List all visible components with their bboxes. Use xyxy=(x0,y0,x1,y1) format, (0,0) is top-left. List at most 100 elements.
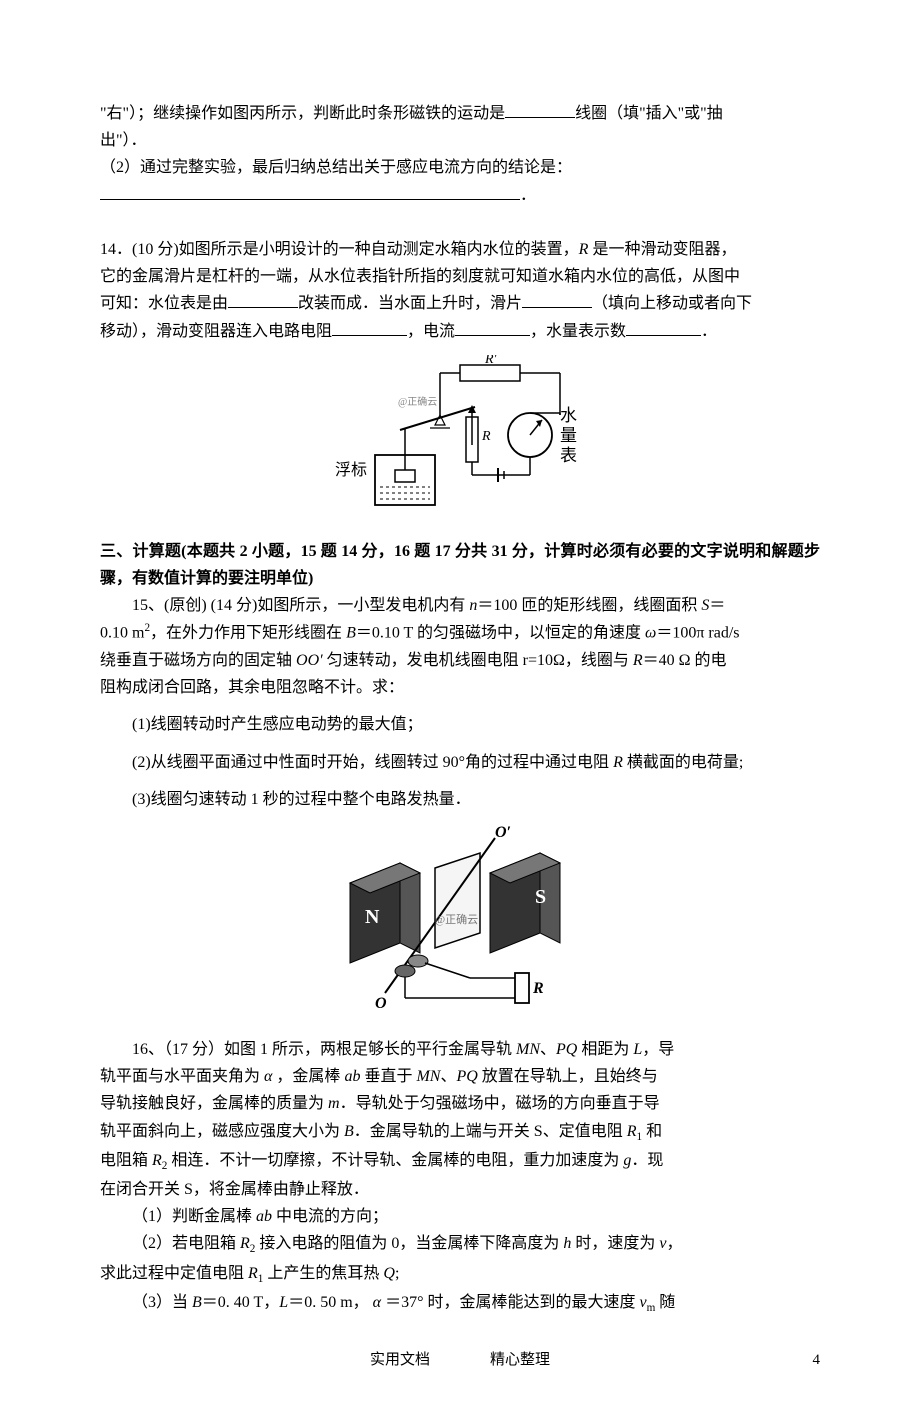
q16-mn: MN xyxy=(516,1041,540,1058)
q16-vmsub: m xyxy=(647,1302,656,1314)
q15-l2a: 0.10 m xyxy=(100,625,144,642)
q14-line2: 它的金属滑片是杠杆的一端，从水位表指针所指的刻度就可知道水箱内水位的高低，从图中 xyxy=(100,263,820,290)
q16-l: L xyxy=(633,1041,642,1058)
q16-sub2l2-r1: R xyxy=(248,1265,258,1282)
r-label: R xyxy=(481,429,491,444)
q15-watermark: @正确云 xyxy=(435,913,478,926)
q16-sub2l2c: ; xyxy=(395,1265,399,1282)
q16-pq: PQ xyxy=(556,1041,577,1058)
q14-circuit-svg: R′ @正确云 浮标 xyxy=(330,355,590,515)
q16-sub2b: 接入电路的阻值为 0，当金属棒下降高度为 xyxy=(255,1235,563,1252)
q15-l3a: 绕垂直于磁场方向的固定轴 xyxy=(100,652,296,669)
q16-r2: R xyxy=(152,1152,162,1169)
q16-sub1b: 中电流的方向； xyxy=(272,1208,388,1225)
q16-sub2a: （2）若电阻箱 xyxy=(132,1235,240,1252)
q15-oo: OO′ xyxy=(296,652,323,669)
q14-line3b: 改装而成．当水面上升时，滑片 xyxy=(298,295,522,312)
q15-l3b: 匀速转动，发电机线圈电阻 r=10Ω，线圈与 xyxy=(323,652,633,669)
q15-omega: ω xyxy=(645,625,656,642)
q16-l2e: 放置在导轨上，且始终与 xyxy=(478,1068,658,1085)
q16-b: B xyxy=(344,1123,354,1140)
q15-sub2-r: R xyxy=(613,754,623,771)
q14-line3a: 可知：水位表是由 xyxy=(100,295,228,312)
q16-sub3c: ＝0. 50 m， xyxy=(288,1294,372,1311)
q16-l4a: 轨平面斜向上，磁感应强度大小为 xyxy=(100,1123,344,1140)
section3-heading: 三、计算题(本题共 2 小题，15 题 14 分，16 题 17 分共 31 分… xyxy=(100,538,820,592)
q15-line4: 阻构成闭合回路，其余电阻忽略不计。求： xyxy=(100,674,820,701)
q15-r: R xyxy=(633,652,643,669)
q13-text-b: 线圈（填"插入"或"抽 xyxy=(575,105,723,122)
q14-line1: 14．(10 分)如图所示是小明设计的一种自动测定水箱内水位的装置，R 是一种滑… xyxy=(100,236,820,263)
q14-line4: 移动），滑动变阻器连入电路电阻，电流，水量表示数． xyxy=(100,318,820,345)
rp-label: R′ xyxy=(484,355,498,367)
q16-line3: 导轨接触良好，金属棒的质量为 m．导轨处于匀强磁场中，磁场的方向垂直于导 xyxy=(100,1090,820,1117)
q16-q: Q xyxy=(383,1265,395,1282)
q16-l1a: 16、（17 分）如图 1 所示，两根足够长的平行金属导轨 xyxy=(132,1041,516,1058)
q16-sub2c: 时，速度为 xyxy=(571,1235,659,1252)
q14-line1b: 是一种滑动变阻器， xyxy=(588,241,736,258)
q16-sub3-b: B xyxy=(192,1294,202,1311)
q14-line3c: （填向上移动或者向下 xyxy=(592,295,752,312)
q15-sub2b: 横截面的电荷量; xyxy=(623,754,743,771)
q16-l3b: ．导轨处于匀强磁场中，磁场的方向垂直于导 xyxy=(340,1095,660,1112)
q16-sub3a: （3）当 xyxy=(132,1294,192,1311)
q16-l3a: 导轨接触良好，金属棒的质量为 xyxy=(100,1095,328,1112)
blank xyxy=(522,291,592,308)
q15-l1b: ＝100 匝的矩形线圈，线圈面积 xyxy=(477,597,701,614)
q14-line4b: ，电流 xyxy=(407,323,455,340)
q13-line2: 出"）． xyxy=(100,127,820,154)
q16-sub1a: （1）判断金属棒 xyxy=(132,1208,256,1225)
q16-line6: 在闭合开关 S，将金属棒由静止释放． xyxy=(100,1176,820,1203)
q16-l5a: 电阻箱 xyxy=(100,1152,152,1169)
q13-text-c: 出"）． xyxy=(100,132,147,149)
q15-l2c: ＝0.10 T 的匀强磁场中，以恒定的角速度 xyxy=(356,625,645,642)
q15-line2: 0.10 m2，在外力作用下矩形线圈在 B＝0.10 T 的匀强磁场中，以恒定的… xyxy=(100,619,820,647)
q15-b: B xyxy=(346,625,356,642)
q16-l5c: ．现 xyxy=(631,1152,663,1169)
q15-l2d: ＝100π rad/s xyxy=(656,625,739,642)
q16-sub3: （3）当 B＝0. 40 T，L＝0. 50 m， α ＝37° 时，金属棒能达… xyxy=(100,1289,820,1318)
q15-l2b: ，在外力作用下矩形线圈在 xyxy=(150,625,346,642)
watermark: @正确云 xyxy=(398,395,437,408)
q16-pq2: PQ xyxy=(456,1068,477,1085)
q14-r: R xyxy=(579,241,589,258)
q16-l4b: ．金属导轨的上端与开关 S、定值电阻 xyxy=(354,1123,627,1140)
op-label: O′ xyxy=(495,824,511,841)
q16-sub2l2a: 求此过程中定值电阻 xyxy=(100,1265,248,1282)
q16-sub1: （1）判断金属棒 ab 中电流的方向； xyxy=(100,1203,820,1230)
q15-sub2: (2)从线圈平面通过中性面时开始，线圈转过 90°角的过程中通过电阻 R 横截面… xyxy=(100,749,820,776)
q16-sub3-alpha: α xyxy=(373,1294,381,1311)
q16-l2b: ，金属棒 xyxy=(272,1068,344,1085)
q16-ab: ab xyxy=(344,1068,360,1085)
q16-l1c: 相距为 xyxy=(577,1041,633,1058)
q13-line1: "右"）；继续操作如图丙所示，判断此时条形磁铁的运动是线圈（填"插入"或"抽 xyxy=(100,100,820,127)
q13-sub2: （2）通过完整实验，最后归纳总结出关于感应电流方向的结论是： xyxy=(100,154,820,181)
q14-line4c: ，水量表示数 xyxy=(530,323,626,340)
q16-sub2d: ， xyxy=(667,1235,683,1252)
q13-period: ． xyxy=(520,187,536,204)
q16-line4: 轨平面斜向上，磁感应强度大小为 B．金属导轨的上端与开关 S、定值电阻 R1 和 xyxy=(100,1118,820,1147)
meter-l3: 表 xyxy=(560,446,577,465)
q16-vm: v xyxy=(639,1294,646,1311)
blank xyxy=(228,291,298,308)
q15-sub2a: (2)从线圈平面通过中性面时开始，线圈转过 90°角的过程中通过电阻 xyxy=(132,754,613,771)
q14-line4a: 移动），滑动变阻器连入电路电阻 xyxy=(100,323,332,340)
q16-l4c: 和 xyxy=(642,1123,662,1140)
q16-sub2-line2: 求此过程中定值电阻 R1 上产生的焦耳热 Q; xyxy=(100,1260,820,1289)
q16-line2: 轨平面与水平面夹角为 α ，金属棒 ab 垂直于 MN、PQ 放置在导轨上，且始… xyxy=(100,1063,820,1090)
blank xyxy=(626,319,701,336)
blank xyxy=(455,319,530,336)
page-content: "右"）；继续操作如图丙所示，判断此时条形磁铁的运动是线圈（填"插入"或"抽 出… xyxy=(0,0,920,1414)
blank xyxy=(332,319,407,336)
blank xyxy=(505,101,575,118)
q16-sub2l2b: 上产生的焦耳热 xyxy=(263,1265,383,1282)
o-label: O xyxy=(375,995,387,1012)
q15-l3c: ＝40 Ω 的电 xyxy=(643,652,727,669)
footer-page-number: 4 xyxy=(813,1348,821,1374)
q15-sub3: (3)线圈匀速转动 1 秒的过程中整个电路发热量． xyxy=(100,786,820,813)
q13-blank-line: ． xyxy=(100,182,820,209)
q16-sub2-r2: R xyxy=(240,1235,250,1252)
q15-l1a: 15、(原创) (14 分)如图所示，一小型发电机内有 xyxy=(132,597,469,614)
q16-sub3e: 随 xyxy=(655,1294,675,1311)
q15-l1c: ＝ xyxy=(709,597,725,614)
